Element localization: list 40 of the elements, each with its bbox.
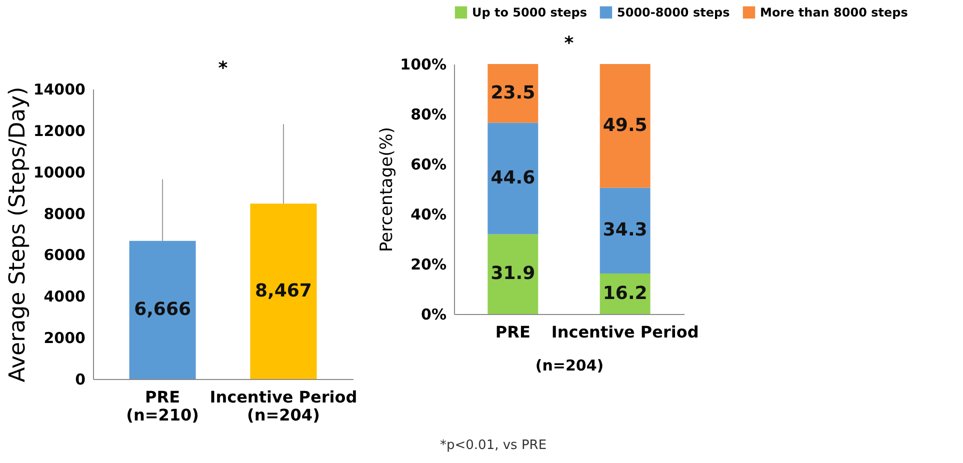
x-tick-label: PRE (n=210)	[126, 388, 199, 424]
bar	[488, 122, 538, 234]
data-label: 49.5	[602, 114, 648, 136]
y-tick-label: 80%	[410, 106, 446, 124]
text: *p<0.01, vs PRE	[440, 438, 547, 453]
data-label: 34.3	[602, 220, 648, 241]
data-label: 6,666	[134, 298, 192, 320]
bar	[488, 64, 538, 123]
x-tick-label: Incentive Period (n=204)	[210, 388, 358, 424]
y-tick-label: 40%	[410, 206, 446, 224]
y-tick-label: 10000	[33, 163, 86, 182]
x-tick-label: PRE	[495, 322, 530, 342]
legend-label: More than 8000 steps	[760, 5, 908, 20]
y-tick-label: 14000	[33, 80, 86, 98]
x-axis-title: (n=204)	[535, 356, 604, 374]
text: *	[564, 33, 574, 54]
y-tick-label: 12000	[33, 122, 86, 140]
data-label: 8,467	[254, 280, 312, 302]
bar	[488, 234, 538, 314]
y-tick-label: 0%	[421, 306, 446, 324]
y-tick-label: 8000	[44, 204, 86, 223]
text: *	[218, 58, 228, 79]
y-tick-label: 4000	[44, 288, 86, 306]
data-label: 16.2	[602, 282, 648, 304]
x-tick-label: Incentive Period	[551, 322, 699, 342]
bar	[600, 64, 650, 188]
y-axis-title: Average Steps (Steps/Day)	[5, 86, 30, 382]
y-tick-label: 0	[75, 370, 86, 388]
data-label: 31.9	[490, 263, 536, 284]
y-tick-label: 2000	[44, 329, 86, 348]
data-label: 44.6	[490, 168, 536, 188]
legend-label: Up to 5000 steps	[472, 5, 587, 20]
y-tick-label: 60%	[410, 156, 446, 174]
y-axis-title: Percentage(%)	[377, 126, 398, 252]
bar	[600, 188, 650, 274]
y-tick-label: 20%	[410, 256, 446, 274]
y-tick-label: 100%	[400, 56, 446, 74]
data-label: 23.5	[490, 82, 536, 104]
y-tick-label: 6000	[44, 246, 86, 264]
legend-label: 5000-8000 steps	[617, 5, 730, 20]
